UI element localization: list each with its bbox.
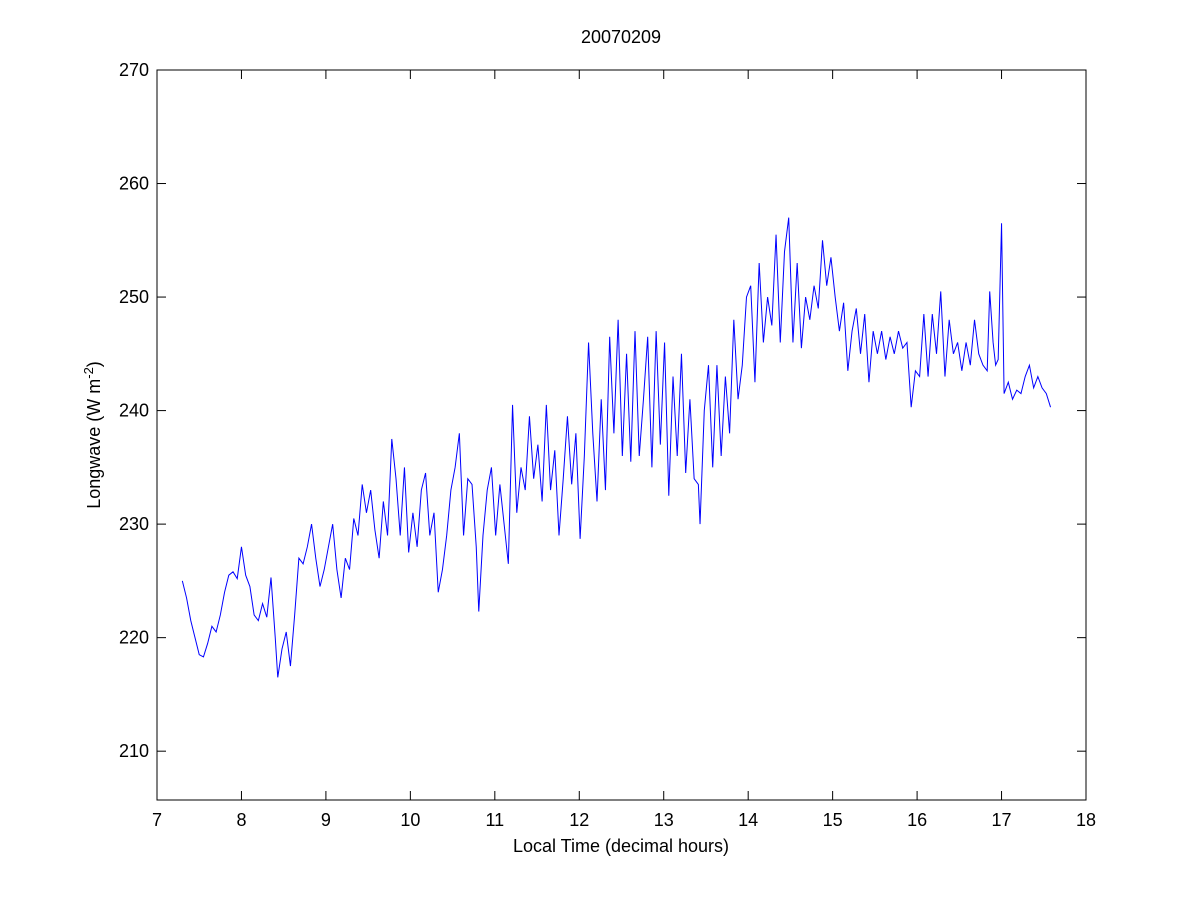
y-tick-label: 220 [119, 628, 149, 648]
chart-title: 20070209 [581, 27, 661, 47]
x-tick-label: 7 [152, 810, 162, 830]
y-label-text: Longwave (W m [84, 379, 104, 509]
y-label-end: ) [84, 361, 104, 367]
y-tick-label: 230 [119, 514, 149, 534]
plot-frame [156, 69, 1087, 801]
x-tick-label: 16 [907, 810, 927, 830]
x-tick-label: 13 [654, 810, 674, 830]
y-axis-label: Longwave (W m-2) [81, 361, 104, 509]
y-tick-label: 250 [119, 287, 149, 307]
y-tick-label: 240 [119, 401, 149, 421]
x-tick-label: 12 [569, 810, 589, 830]
x-tick-label: 14 [738, 810, 758, 830]
x-tick-label: 11 [485, 810, 504, 830]
x-tick-label: 15 [823, 810, 843, 830]
x-tick-label: 8 [236, 810, 246, 830]
y-tick-label: 270 [119, 60, 149, 80]
x-tick-label: 10 [400, 810, 420, 830]
x-tick-label: 17 [992, 810, 1012, 830]
y-tick-label: 260 [119, 174, 149, 194]
x-tick-label: 18 [1076, 810, 1096, 830]
x-tick-label: 9 [321, 810, 331, 830]
y-tick-label: 210 [119, 741, 149, 761]
y-label-exponent: -2 [81, 367, 96, 379]
data-line [181, 217, 1052, 678]
x-axis-label: Local Time (decimal hours) [513, 836, 729, 856]
